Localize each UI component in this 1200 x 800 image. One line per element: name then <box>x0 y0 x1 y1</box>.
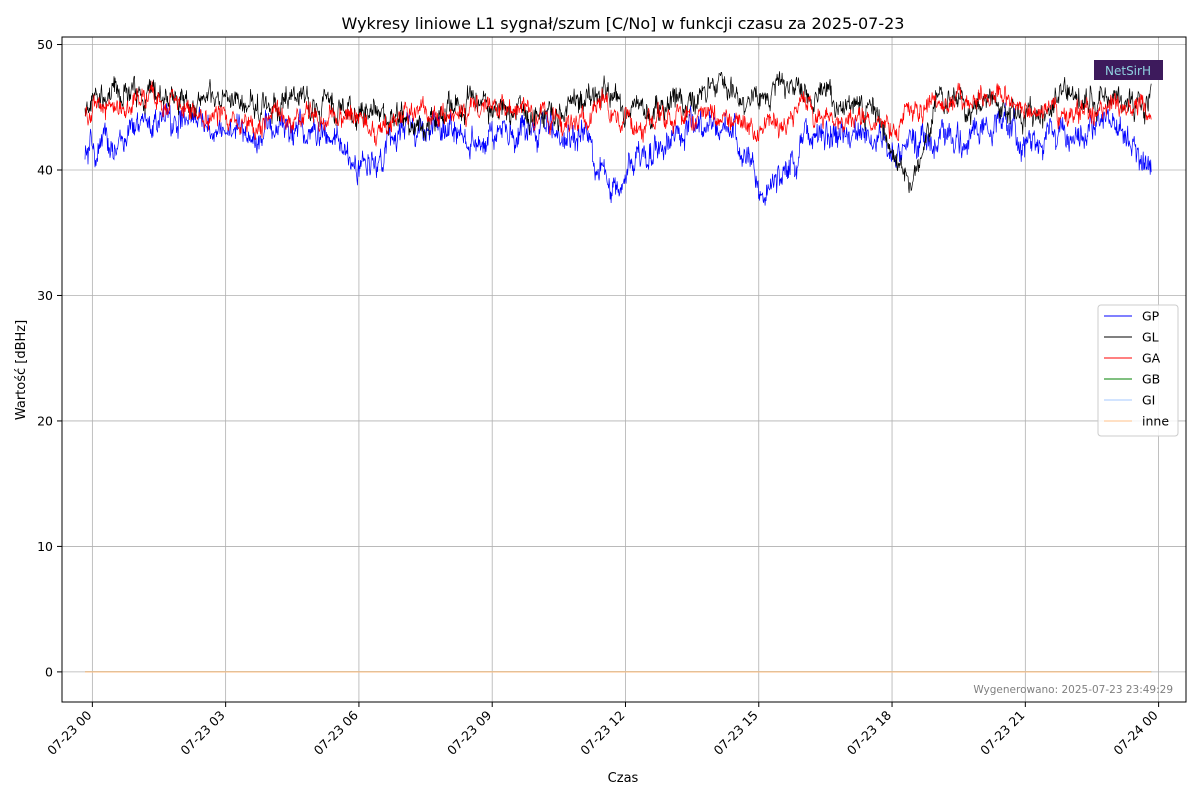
y-tick-label: 30 <box>37 288 53 303</box>
x-tick-label: 07-23 18 <box>844 707 894 757</box>
legend-label-inne: inne <box>1142 414 1169 429</box>
y-tick-label: 0 <box>45 664 53 679</box>
series-line-gl <box>84 71 1152 194</box>
generated-timestamp: Wygenerowano: 2025-07-23 23:49:29 <box>973 684 1173 696</box>
y-tick-label: 20 <box>37 413 53 428</box>
legend: GP GL GA GB GI inne <box>1097 304 1179 437</box>
x-tick-label: 07-23 15 <box>711 708 761 758</box>
series-line-ga <box>84 80 1152 147</box>
series-line-gp <box>84 102 1152 206</box>
legend-box <box>1097 304 1179 437</box>
logo-text: NetSirH <box>1105 64 1151 78</box>
x-tick-label: 07-23 21 <box>977 708 1027 758</box>
x-tick-label: 07-23 00 <box>44 707 94 757</box>
x-tick-label: 07-23 12 <box>577 708 627 758</box>
grid <box>62 37 1186 702</box>
y-tick-label: 10 <box>37 539 53 554</box>
logo: NetSirH <box>1094 60 1163 80</box>
y-tick-label: 50 <box>37 37 53 52</box>
x-axis-label: Czas <box>608 771 639 786</box>
legend-label-gp: GP <box>1142 309 1160 324</box>
chart-title: Wykresy liniowe L1 sygnał/szum [C/No] w … <box>342 14 905 33</box>
series-lines <box>84 71 1152 673</box>
x-tick-label: 07-23 09 <box>444 707 494 757</box>
plot-frame <box>61 36 1187 703</box>
legend-label-gi: GI <box>1142 393 1155 408</box>
legend-label-gl: GL <box>1142 330 1159 345</box>
x-tick-label: 07-24 00 <box>1110 707 1160 757</box>
y-tick-label: 40 <box>37 163 53 178</box>
y-axis-label: Wartość [dBHz] <box>14 320 29 420</box>
logo-background <box>1094 60 1163 80</box>
legend-label-ga: GA <box>1142 351 1161 366</box>
x-tick-label: 07-23 03 <box>177 708 227 758</box>
x-tick-label: 07-23 06 <box>311 707 361 757</box>
legend-label-gb: GB <box>1142 372 1160 387</box>
